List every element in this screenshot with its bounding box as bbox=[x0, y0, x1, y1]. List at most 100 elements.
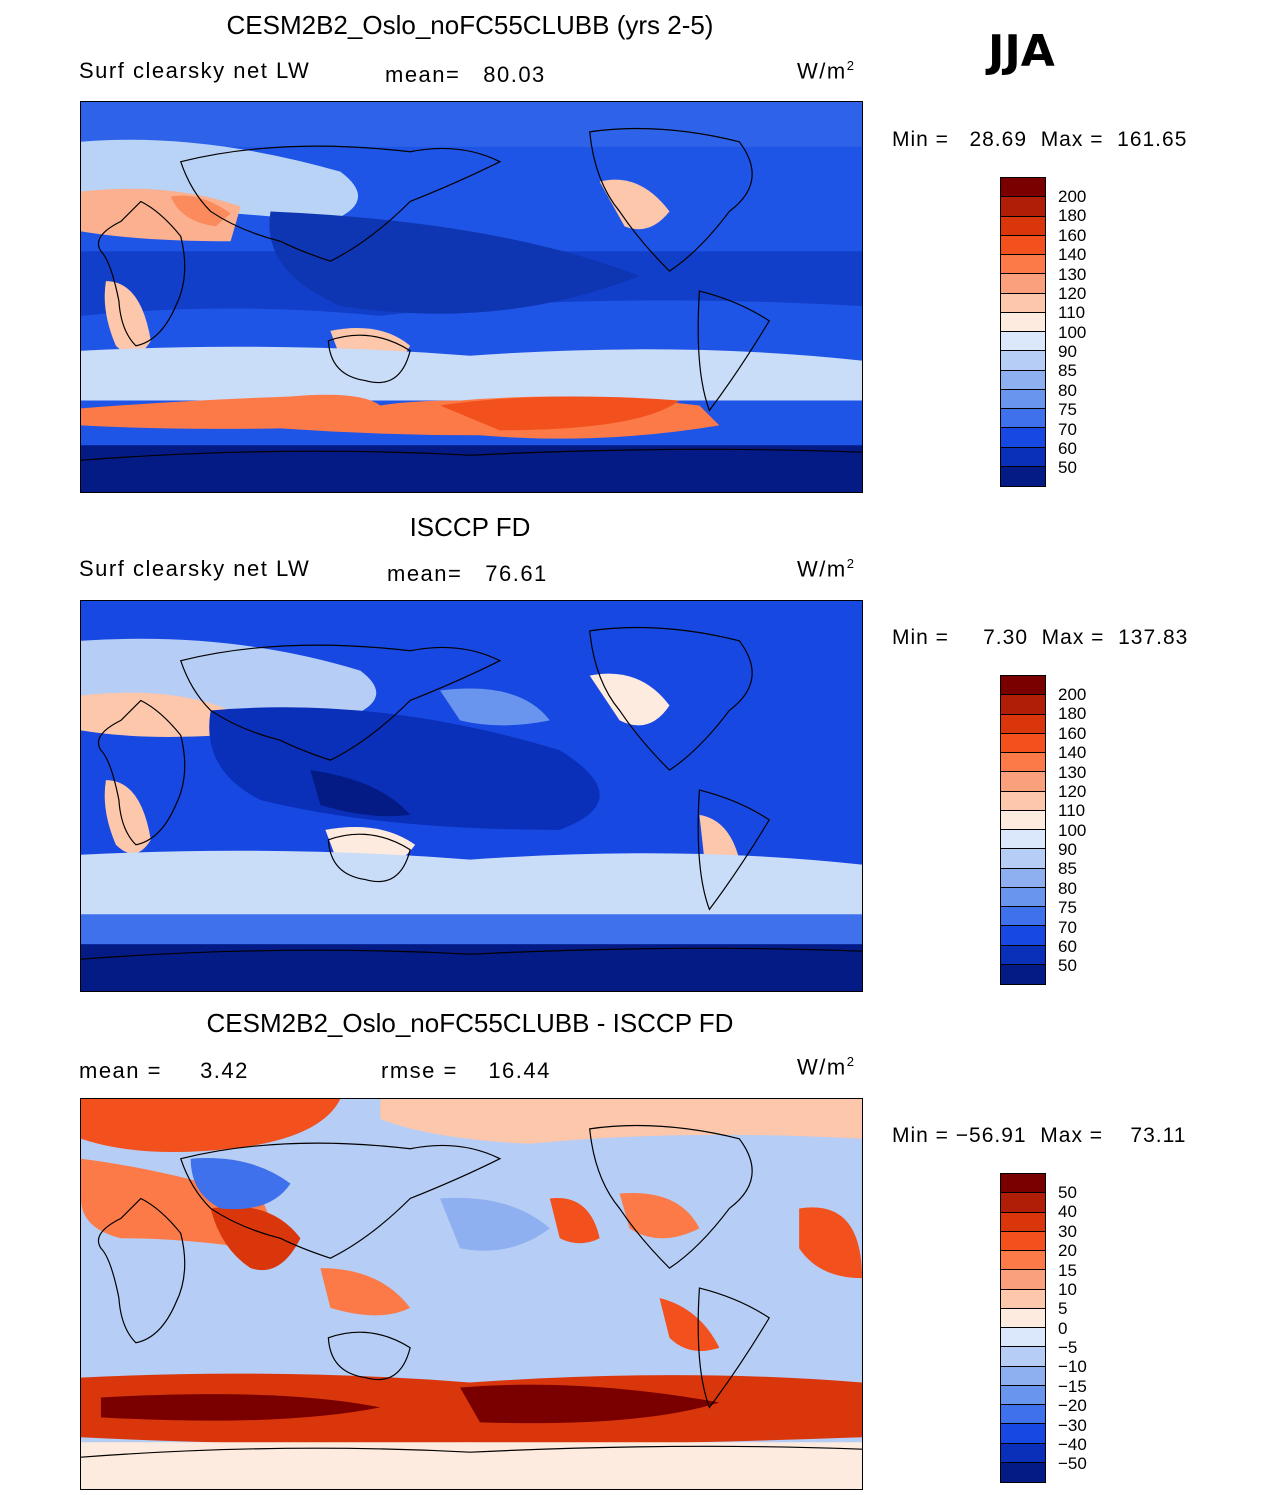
colorbar-swatch bbox=[1001, 1366, 1045, 1386]
panel2-min-label: Min = bbox=[892, 626, 949, 649]
colorbar-tick-label: 130 bbox=[1058, 264, 1087, 284]
panel3-rmse-label: rmse = bbox=[381, 1058, 458, 1083]
panel1-map-svg bbox=[81, 102, 862, 492]
colorbar-tick-label: 80 bbox=[1058, 878, 1077, 898]
colorbar-swatch bbox=[1001, 714, 1045, 734]
colorbar-swatch bbox=[1001, 370, 1045, 390]
panel3-min-label: Min = bbox=[892, 1124, 949, 1147]
colorbar-swatch bbox=[1001, 1424, 1045, 1444]
colorbar-tick-label: 50 bbox=[1058, 956, 1077, 976]
panel1-colorbar bbox=[1000, 177, 1046, 487]
colorbar-tick-label: −50 bbox=[1058, 1454, 1087, 1474]
colorbar-swatch bbox=[1001, 791, 1045, 811]
colorbar-tick-label: 20 bbox=[1058, 1241, 1077, 1261]
colorbar-swatch bbox=[1001, 868, 1045, 888]
colorbar-tick-label: −10 bbox=[1058, 1357, 1087, 1377]
panel2-field-label: Surf clearsky net LW bbox=[79, 556, 311, 581]
panel1-arctic-band bbox=[81, 102, 862, 147]
panel3-units: W/m2 bbox=[797, 1054, 855, 1080]
colorbar-swatch bbox=[1001, 1347, 1045, 1367]
colorbar-swatch bbox=[1001, 1212, 1045, 1232]
panel3-max-value: 73.11 bbox=[1130, 1124, 1187, 1147]
colorbar-tick-label: 110 bbox=[1058, 801, 1086, 821]
colorbar-swatch bbox=[1001, 695, 1045, 715]
colorbar-swatch bbox=[1001, 830, 1045, 850]
panel1-southern-ocean-hot bbox=[440, 396, 680, 431]
panel1-max-label: Max = bbox=[1040, 128, 1104, 151]
colorbar-tick-label: 160 bbox=[1058, 723, 1087, 743]
panel1-coastlines bbox=[81, 127, 862, 461]
colorbar-tick-label: 85 bbox=[1058, 361, 1077, 381]
colorbar-tick-label: 0 bbox=[1058, 1318, 1068, 1338]
colorbar-tick-label: 100 bbox=[1058, 322, 1087, 342]
colorbar-swatch bbox=[1001, 1385, 1045, 1405]
colorbar-swatch bbox=[1001, 1231, 1045, 1251]
colorbar-swatch bbox=[1001, 1405, 1045, 1425]
colorbar-swatch bbox=[1001, 216, 1045, 236]
colorbar-swatch bbox=[1001, 733, 1045, 753]
panel3-antarctic-pale bbox=[81, 1442, 862, 1489]
colorbar-tick-label: 160 bbox=[1058, 225, 1087, 245]
colorbar-swatch bbox=[1001, 255, 1045, 275]
panel1-namerica-warm bbox=[599, 179, 670, 230]
colorbar-tick-label: 15 bbox=[1058, 1260, 1077, 1280]
colorbar-swatch bbox=[1001, 907, 1045, 927]
panel3-pacific-cool bbox=[440, 1197, 550, 1251]
panel2-namerica-warm bbox=[589, 673, 670, 726]
panel3-max-label: Max = bbox=[1040, 1124, 1104, 1147]
colorbar-swatch bbox=[1001, 1443, 1045, 1463]
colorbar-tick-label: −30 bbox=[1058, 1415, 1087, 1435]
colorbar-swatch bbox=[1001, 926, 1045, 946]
panel1-map bbox=[80, 101, 863, 493]
panel2-mean: mean= 76.61 bbox=[387, 561, 548, 587]
colorbar-tick-label: 50 bbox=[1058, 458, 1077, 478]
colorbar-swatch bbox=[1001, 351, 1045, 371]
colorbar-tick-label: 30 bbox=[1058, 1221, 1077, 1241]
colorbar-tick-label: 130 bbox=[1058, 762, 1087, 782]
colorbar-swatch bbox=[1001, 1308, 1045, 1328]
panel3-colorbar bbox=[1000, 1173, 1046, 1483]
panel3-peru-warm bbox=[659, 1297, 720, 1352]
panel3-units-text: W/m bbox=[797, 1054, 847, 1080]
colorbar-swatch bbox=[1001, 772, 1045, 792]
colorbar-tick-label: 75 bbox=[1058, 898, 1077, 918]
panel3-asia-cool bbox=[190, 1157, 291, 1210]
panel2-antarctic bbox=[81, 944, 862, 991]
panel3-namerica-warm bbox=[619, 1192, 700, 1239]
colorbar-tick-label: 180 bbox=[1058, 206, 1087, 226]
panel3-arctic-pale bbox=[380, 1099, 862, 1144]
panel3-calif-warm bbox=[549, 1197, 600, 1244]
panel1-units: W/m2 bbox=[797, 58, 855, 84]
panel3-southern-ocean-warm bbox=[81, 1373, 862, 1444]
panel2-minmax: Min = 7.30 Max = 137.83 bbox=[892, 626, 1188, 650]
colorbar-tick-label: 120 bbox=[1058, 781, 1087, 801]
panel2-mean-label: mean= bbox=[387, 561, 463, 586]
panel3-min-value: −56.91 bbox=[955, 1124, 1027, 1147]
season-label: JJA bbox=[988, 26, 1055, 77]
panel1-antarctic bbox=[81, 445, 862, 492]
colorbar-tick-label: −15 bbox=[1058, 1376, 1087, 1396]
colorbar-swatch bbox=[1001, 466, 1045, 486]
panel1-field-label: Surf clearsky net LW bbox=[79, 58, 311, 83]
colorbar-swatch bbox=[1001, 332, 1045, 352]
colorbar-tick-label: 60 bbox=[1058, 936, 1077, 956]
colorbar-swatch bbox=[1001, 1289, 1045, 1309]
colorbar-swatch bbox=[1001, 676, 1045, 696]
panel1-arabia-warm bbox=[170, 195, 231, 227]
panel2-safrica-warm bbox=[104, 780, 151, 854]
panel2-units-text: W/m bbox=[797, 556, 847, 582]
colorbar-tick-label: −20 bbox=[1058, 1396, 1087, 1416]
colorbar-swatch bbox=[1001, 1462, 1045, 1482]
panel2-min-value: 7.30 bbox=[983, 626, 1028, 649]
panel3-maritime-warm bbox=[320, 1268, 411, 1316]
panel2-colorbar bbox=[1000, 675, 1046, 985]
colorbar-tick-label: 140 bbox=[1058, 245, 1087, 265]
panel1-pacific-dark bbox=[269, 211, 640, 314]
panel3-so-hot-east bbox=[460, 1384, 720, 1424]
panel2-subtropics-light bbox=[81, 850, 862, 915]
colorbar-swatch bbox=[1001, 235, 1045, 255]
colorbar-swatch bbox=[1001, 178, 1045, 198]
panel1-units-exp: 2 bbox=[846, 58, 856, 73]
panel1-max-value: 161.65 bbox=[1117, 128, 1188, 151]
colorbar-tick-label: 110 bbox=[1058, 303, 1086, 323]
